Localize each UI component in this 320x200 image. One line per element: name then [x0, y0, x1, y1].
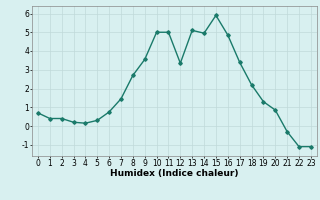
- X-axis label: Humidex (Indice chaleur): Humidex (Indice chaleur): [110, 169, 239, 178]
